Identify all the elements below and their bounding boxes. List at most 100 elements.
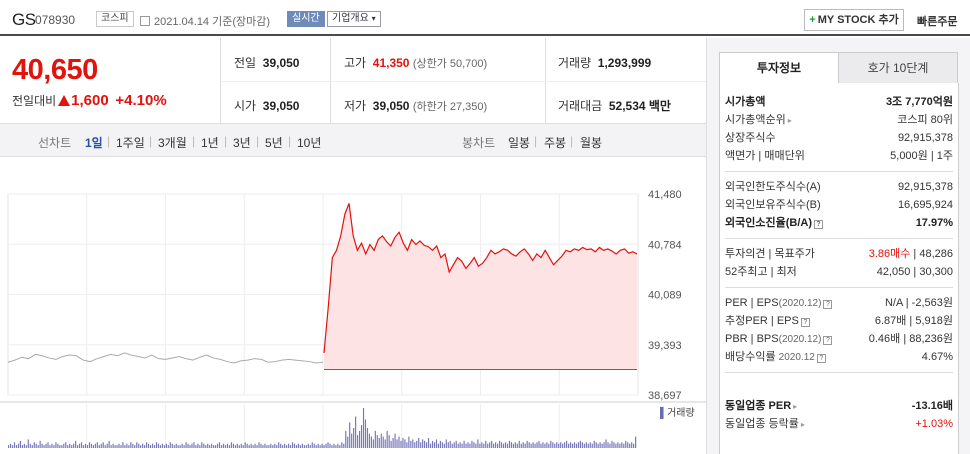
par-row: 액면가 | 매매단위 5,000원 | 1주 <box>725 147 953 165</box>
period-1y[interactable]: 1년 <box>201 136 219 150</box>
volume-bar <box>140 445 142 448</box>
volume-bar <box>504 442 507 448</box>
volume-bar <box>607 442 609 448</box>
help-icon[interactable]: ? <box>800 318 810 327</box>
listed-shares-label: 상장주식수 <box>725 132 776 144</box>
volume-bar <box>526 440 528 448</box>
period-3y[interactable]: 3년 <box>233 136 251 150</box>
sector-per-text: 동일업종 PER <box>725 400 792 412</box>
volume-bar <box>479 443 481 448</box>
help-icon[interactable]: ? <box>823 336 833 345</box>
period-1d[interactable]: 1일 <box>85 136 103 150</box>
help-icon[interactable]: ? <box>816 354 826 363</box>
volume-bar <box>351 433 353 448</box>
volume-bar <box>325 443 327 448</box>
volume-bar <box>495 442 497 448</box>
volume-bar <box>41 443 43 448</box>
volume-bar <box>217 443 219 448</box>
volume-bar <box>244 442 246 448</box>
high-label: 고가 <box>344 56 367 70</box>
volume-bar <box>183 445 185 448</box>
volume-bar <box>96 442 98 448</box>
calendar-icon <box>140 16 150 26</box>
volume-bar <box>489 442 491 448</box>
volume-bar <box>144 445 146 448</box>
volume-bar <box>319 445 321 448</box>
volume-bar <box>250 443 252 448</box>
low-label: 저가 <box>344 99 367 113</box>
volume-bar <box>532 442 534 448</box>
volume-bar <box>82 445 85 448</box>
volume-bar <box>615 443 617 448</box>
volume-bar <box>406 442 408 448</box>
volume-bar <box>280 443 282 448</box>
volume-bar <box>611 440 613 448</box>
candle-daily[interactable]: 일봉 <box>508 136 531 150</box>
period-10y[interactable]: 10년 <box>297 136 322 150</box>
volume-bar <box>424 440 426 448</box>
price-panel: 40,650 전일대비 1,600 +4.10% <box>0 38 706 124</box>
volume-bar <box>552 442 554 448</box>
volume-bar <box>167 445 169 448</box>
candle-weekly[interactable]: 주봉 <box>544 136 567 150</box>
volume-bar <box>633 443 635 448</box>
foreign-ratio-row: 외국인소진율(B/A)? 17.97% <box>725 214 953 232</box>
volume-bar <box>398 436 400 448</box>
help-icon[interactable]: ? <box>823 300 833 309</box>
volume-bar <box>248 445 250 448</box>
candle-monthly[interactable]: 월봉 <box>580 136 603 150</box>
quick-order-button[interactable]: 빠른주문 <box>917 16 958 28</box>
volume-bar <box>222 443 225 448</box>
volume-bar <box>457 443 459 448</box>
par-value: 5,000원 | 1주 <box>890 150 953 162</box>
est-per-value: 6.87배 | 5,918원 <box>874 315 953 327</box>
change-value: 1,600 <box>71 92 109 109</box>
period-3m[interactable]: 3개월 <box>158 136 187 150</box>
tab-investment-info[interactable]: 투자정보 <box>719 52 839 84</box>
volume-bar <box>130 442 132 448</box>
sector-per-value: -13.16배 <box>911 400 953 412</box>
volume-bar <box>431 440 434 448</box>
volume-bar <box>587 443 589 448</box>
corp-info-dropdown[interactable]: 기업개요 ▾ <box>327 11 381 27</box>
period-1w[interactable]: 1주일 <box>116 136 145 150</box>
volume-bar <box>414 442 416 448</box>
volume-bar <box>307 443 309 448</box>
volume-bar <box>163 445 165 448</box>
volume-bar <box>335 445 337 448</box>
change-row: 전일대비 1,600 +4.10% <box>12 92 167 109</box>
volume-bar <box>274 443 276 448</box>
volume-bar <box>305 445 307 448</box>
separator: | <box>534 134 538 148</box>
volume-bar <box>297 443 300 448</box>
y-axis-ticks: 41,480 40,784 40,089 39,393 38,697 <box>648 189 682 402</box>
volume-bar <box>242 445 244 448</box>
mystock-add-button[interactable]: + MY STOCK 추가 <box>804 9 904 31</box>
pbr-label: PBR | BPS(2020.12)? <box>725 330 833 349</box>
volume-bar <box>15 445 18 448</box>
volume-bar <box>567 443 570 448</box>
volume-bar <box>86 445 89 448</box>
help-icon[interactable]: ? <box>814 220 823 229</box>
volume-bar <box>591 443 593 448</box>
volume-bar <box>110 445 112 448</box>
foreign-ratio-text: 외국인소진율(B/A) <box>725 217 812 229</box>
volume-bar <box>220 445 223 448</box>
volume-bar <box>19 440 22 448</box>
volume-bar <box>321 443 323 448</box>
volume-bar <box>78 443 81 448</box>
volume-bar <box>254 443 256 448</box>
prev-close: 전일 39,050 <box>234 54 299 71</box>
tab-order-book[interactable]: 호가 10단계 <box>838 52 958 84</box>
volume-bar <box>126 443 128 448</box>
per-value: N/A | -2,563원 <box>884 297 953 309</box>
period-5y[interactable]: 5년 <box>265 136 283 150</box>
volume-bar <box>147 443 150 448</box>
volume-bar <box>175 443 177 448</box>
volume-bar <box>136 442 138 448</box>
volume-bar <box>71 445 73 448</box>
volume-bar <box>262 445 264 448</box>
upper-limit: (상한가 50,700) <box>412 58 488 70</box>
volume-bar <box>246 443 248 448</box>
realtime-button[interactable]: 실시간 <box>287 11 325 27</box>
